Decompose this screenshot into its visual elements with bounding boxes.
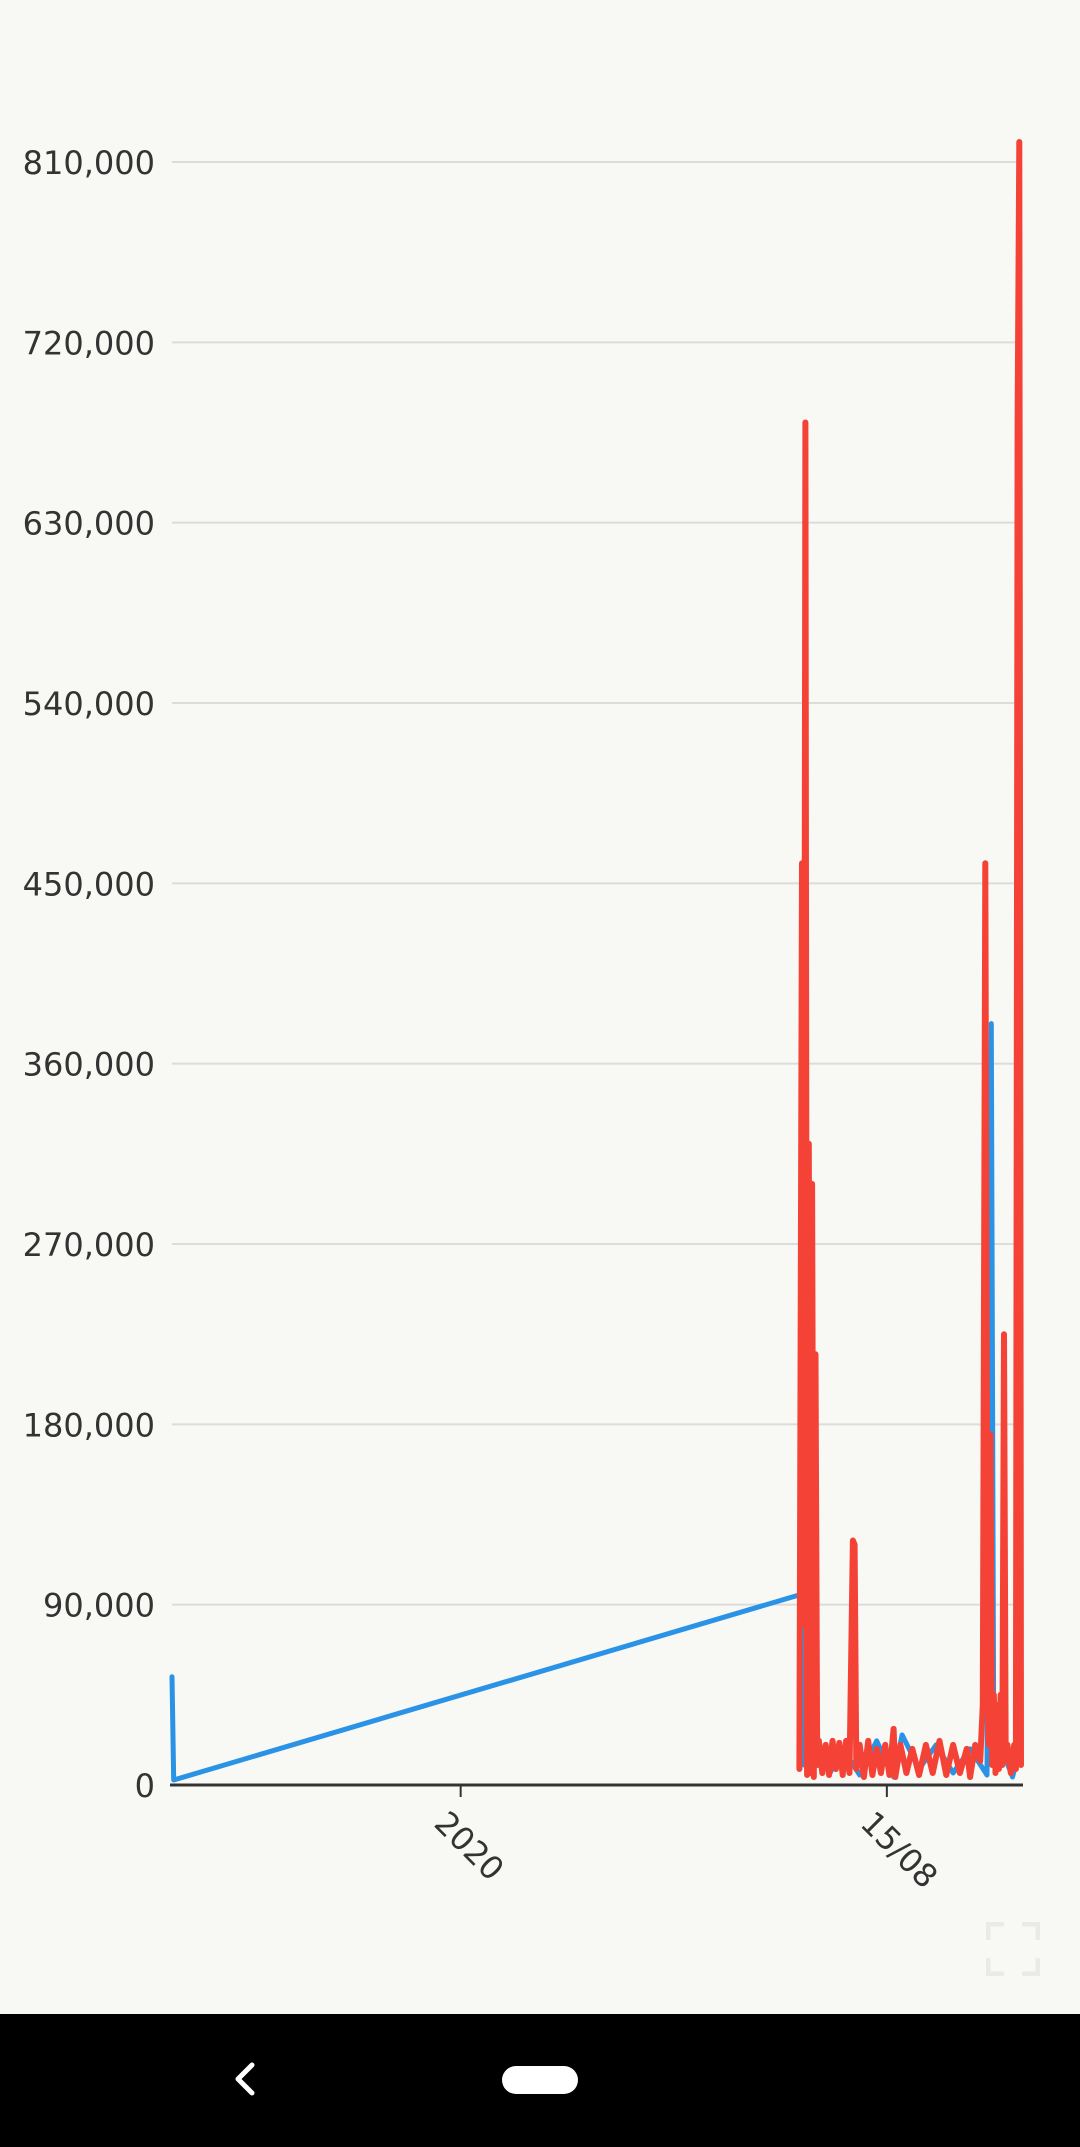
series-line-1 — [169, 981, 1024, 1783]
y-axis-ticks: 810,000 720,000 630,000 540,000 450,000 360,0… — [23, 144, 155, 1805]
y-tick-label: 630,000 — [23, 505, 155, 543]
y-tick-label: 180,000 — [23, 1406, 155, 1444]
y-tick-label: 720,000 — [23, 324, 155, 362]
y-tick-label: 270,000 — [23, 1226, 155, 1264]
x-tick-label: 2020 — [427, 1804, 511, 1888]
series-layer — [169, 139, 1024, 1783]
home-button[interactable] — [502, 2066, 578, 2094]
y-tick-label: 360,000 — [23, 1046, 155, 1084]
back-button[interactable] — [210, 2044, 280, 2114]
fullscreen-icon[interactable] — [986, 1922, 1040, 1976]
x-axis-ticks: 2020 15/08 — [427, 1785, 945, 1896]
y-tick-label: 0 — [135, 1767, 155, 1805]
y-tick-label: 450,000 — [23, 865, 155, 903]
y-tick-label: 540,000 — [23, 685, 155, 723]
y-tick-label: 810,000 — [23, 144, 155, 182]
gridlines — [172, 161, 1021, 1606]
line-chart: 810,000 720,000 630,000 540,000 450,000 360,0… — [23, 139, 1024, 1896]
series-line-2 — [796, 139, 1024, 1780]
y-tick-label: 90,000 — [43, 1587, 155, 1625]
chevron-left-icon — [235, 2062, 255, 2096]
x-tick-label: 15/08 — [853, 1804, 945, 1896]
system-navigation-bar — [0, 2014, 1080, 2147]
